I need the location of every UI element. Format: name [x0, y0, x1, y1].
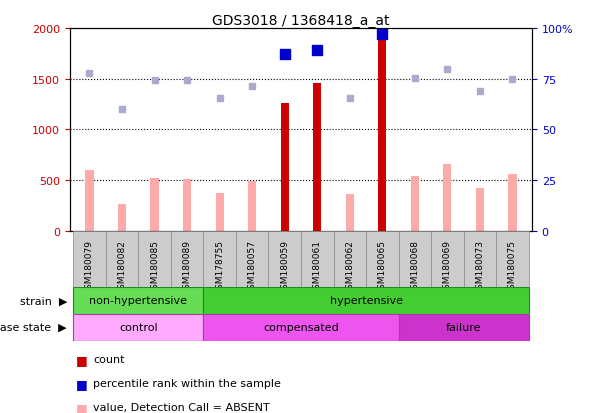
Text: ■: ■ [76, 353, 88, 366]
Bar [203, 231, 236, 287]
Text: non-hypertensive: non-hypertensive [89, 295, 187, 306]
Text: GSM178755: GSM178755 [215, 240, 224, 294]
Text: GSM180057: GSM180057 [247, 240, 257, 294]
Bar [85, 171, 94, 231]
Bar [106, 231, 138, 287]
Bar [138, 231, 171, 287]
Bar [203, 314, 399, 341]
Text: GSM180068: GSM180068 [410, 240, 420, 294]
Bar [73, 314, 203, 341]
Bar [431, 231, 464, 287]
Text: compensated: compensated [263, 322, 339, 332]
Bar [399, 314, 529, 341]
Bar [118, 205, 126, 231]
Text: GSM180061: GSM180061 [313, 240, 322, 294]
Bar [301, 231, 334, 287]
Bar [443, 164, 452, 231]
Text: GSM180089: GSM180089 [182, 240, 192, 294]
Bar [248, 182, 256, 231]
Bar [216, 194, 224, 231]
Bar [73, 231, 106, 287]
Text: GSM180069: GSM180069 [443, 240, 452, 294]
Text: GSM180079: GSM180079 [85, 240, 94, 294]
Bar [378, 34, 386, 231]
Bar [496, 231, 529, 287]
Bar [399, 231, 431, 287]
Text: percentile rank within the sample: percentile rank within the sample [93, 378, 281, 388]
Bar [203, 287, 529, 314]
Bar [366, 231, 399, 287]
Text: disease state  ▶: disease state ▶ [0, 322, 67, 332]
Text: control: control [119, 322, 157, 332]
Text: GDS3018 / 1368418_a_at: GDS3018 / 1368418_a_at [212, 14, 390, 28]
Bar [508, 175, 517, 231]
Bar [236, 231, 268, 287]
Bar [476, 188, 484, 231]
Bar [464, 231, 496, 287]
Bar [346, 195, 354, 231]
Text: failure: failure [446, 322, 482, 332]
Text: GSM180062: GSM180062 [345, 240, 354, 294]
Text: GSM180059: GSM180059 [280, 240, 289, 294]
Text: hypertensive: hypertensive [330, 295, 402, 306]
Bar [411, 177, 419, 231]
Text: GSM180073: GSM180073 [475, 240, 485, 294]
Text: GSM180082: GSM180082 [117, 240, 126, 294]
Text: count: count [93, 354, 125, 364]
Bar [73, 287, 203, 314]
Bar [171, 231, 203, 287]
Text: GSM180085: GSM180085 [150, 240, 159, 294]
Bar [281, 104, 289, 231]
Bar [313, 83, 321, 231]
Text: GSM180065: GSM180065 [378, 240, 387, 294]
Bar [268, 231, 301, 287]
Text: value, Detection Call = ABSENT: value, Detection Call = ABSENT [93, 402, 270, 412]
Bar [183, 180, 191, 231]
Text: GSM180075: GSM180075 [508, 240, 517, 294]
Text: strain  ▶: strain ▶ [19, 295, 67, 306]
Bar [150, 179, 159, 231]
Text: ■: ■ [76, 377, 88, 390]
Bar [334, 231, 366, 287]
Text: ■: ■ [76, 401, 88, 413]
